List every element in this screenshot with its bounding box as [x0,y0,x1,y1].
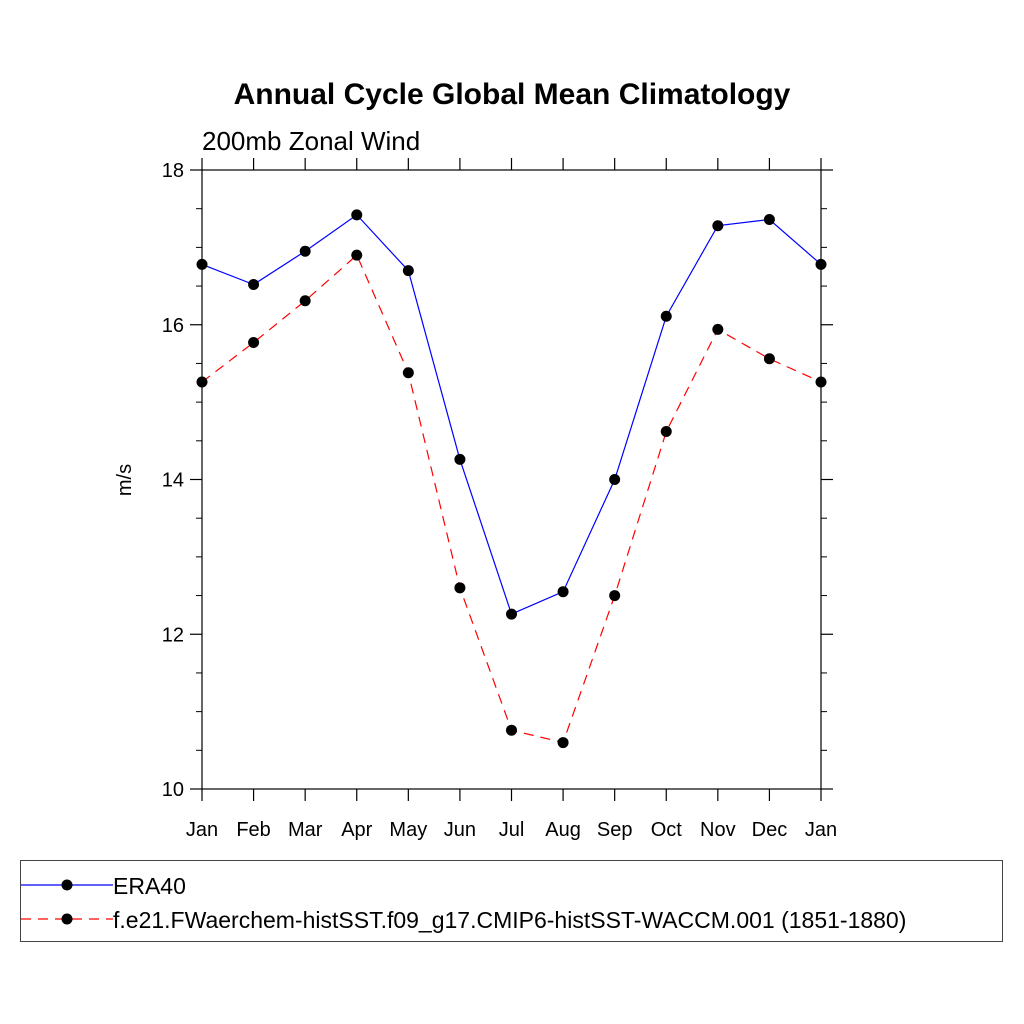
legend-swatch-era40 [21,879,113,891]
x-tick-label: Jun [444,819,476,841]
data-point-series-1 [609,590,621,602]
data-point-series-1 [454,582,466,594]
x-tick-label: Mar [288,819,323,841]
data-point-series-0 [299,245,311,257]
data-point-series-0 [402,265,414,277]
x-tick-label: Apr [341,819,372,841]
legend-label-era40: ERA40 [113,873,186,899]
data-point-series-1 [248,337,260,349]
data-point-series-1 [506,724,517,736]
y-axis-label: m/s [114,464,136,496]
y-tick-label: 14 [162,470,184,492]
series-layer [196,209,827,749]
chart-title: Annual Cycle Global Mean Climatology [234,78,791,111]
axes: Jan Feb Mar Apr May Jun Jul Aug Sep Oct Nov Dec Jan1… [162,158,837,841]
plot-frame [201,169,822,790]
legend-item-era40: ERA40 [21,871,981,901]
x-tick-label: Nov [700,819,736,841]
data-point-series-1 [196,376,208,388]
data-point-series-0 [351,209,363,221]
x-tick-label: Oct [651,819,683,841]
legend-swatch-model [21,913,113,925]
legend: ERA40 f.e21.FWaerchem-histSST.f09_g17.CM… [20,860,1003,942]
data-point-series-1 [351,249,363,261]
y-tick-label: 18 [162,160,184,182]
data-point-series-1 [402,367,414,379]
data-point-series-0 [609,474,621,485]
data-point-series-0 [712,220,724,232]
data-point-series-1 [557,737,569,749]
data-point-series-0 [815,258,827,270]
data-point-series-0 [454,453,466,465]
data-point-series-1 [763,353,775,365]
data-point-series-1 [660,426,672,438]
x-tick-label: Sep [597,819,633,841]
series-line-0 [201,214,822,615]
x-tick-label: Aug [545,819,581,841]
data-point-series-1 [712,323,724,335]
data-point-series-0 [763,214,775,226]
x-tick-label: Feb [236,819,270,841]
y-tick-label: 10 [162,779,184,801]
x-tick-label: Jul [499,819,525,841]
data-point-series-1 [299,295,311,307]
x-tick-label: Dec [752,819,788,841]
data-point-series-1 [815,376,827,388]
x-tick-label: Jan [186,819,218,841]
legend-label-model: f.e21.FWaerchem-histSST.f09_g17.CMIP6-hi… [113,907,907,933]
y-tick-label: 12 [162,624,184,646]
data-point-series-0 [506,608,517,620]
y-tick-label: 16 [162,315,184,337]
x-tick-label: Jan [805,819,837,841]
x-tick-label: May [389,819,427,841]
legend-item-model: f.e21.FWaerchem-histSST.f09_g17.CMIP6-hi… [21,905,981,935]
series-line-1 [201,254,822,744]
data-point-series-0 [557,586,569,598]
data-point-series-0 [660,310,672,322]
data-point-series-0 [248,279,260,291]
data-point-series-0 [196,258,208,270]
chart-subtitle: 200mb Zonal Wind [202,126,420,156]
